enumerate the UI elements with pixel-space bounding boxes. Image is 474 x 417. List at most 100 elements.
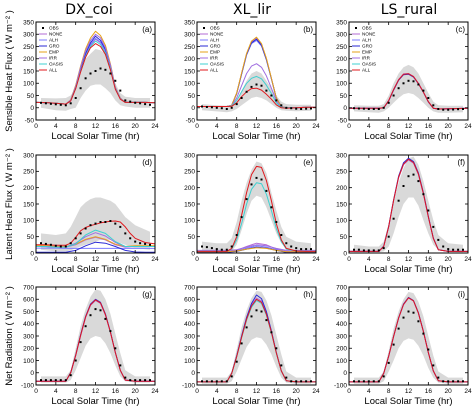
obs-point — [240, 342, 243, 345]
x-tick-label: 24 — [151, 256, 159, 263]
panel-letter: (c) — [456, 25, 466, 34]
y-tick-label: 150 — [23, 68, 34, 75]
obs-point — [452, 108, 455, 111]
y-tick-label: 100 — [184, 218, 195, 225]
x-tick-label: 12 — [92, 256, 100, 263]
legend-label-alh: ALH — [49, 38, 58, 43]
x-tick-label: 8 — [235, 388, 239, 395]
x-tick-label: 8 — [74, 256, 78, 263]
obs-point — [220, 380, 223, 383]
obs-point — [89, 72, 92, 75]
y-tick-label: 250 — [184, 44, 195, 51]
spread-band — [354, 156, 463, 253]
panel-letter: (d) — [142, 158, 152, 167]
obs-point — [310, 248, 312, 251]
obs-point — [235, 234, 238, 236]
panel-letter: (a) — [142, 25, 152, 34]
obs-point — [230, 375, 233, 378]
obs-point — [260, 310, 263, 313]
obs-point — [447, 248, 450, 251]
x-tick-label: 4 — [215, 256, 219, 263]
legend-obs-marker — [355, 27, 357, 29]
obs-point — [149, 379, 151, 382]
obs-point — [119, 225, 122, 228]
y-tick-label: 0 — [343, 105, 347, 112]
obs-point — [114, 222, 117, 225]
obs-point — [40, 379, 42, 382]
x-tick-label: 16 — [425, 256, 433, 263]
legend-label-all: ALL — [362, 68, 371, 73]
x-tick-label: 4 — [54, 388, 58, 395]
obs-point — [44, 102, 47, 105]
obs-point — [114, 79, 117, 82]
panel-letter: (i) — [458, 290, 465, 299]
x-tick-label: 12 — [405, 123, 413, 130]
y-tick-label: 700 — [23, 284, 34, 291]
y-tick-label: 350 — [23, 19, 34, 26]
obs-point — [94, 222, 97, 225]
obs-point — [74, 237, 77, 240]
obs-point — [357, 248, 360, 251]
obs-point — [59, 245, 62, 248]
obs-point — [144, 103, 147, 106]
obs-point — [134, 379, 137, 382]
obs-point — [64, 379, 67, 382]
y-tick-label: 600 — [336, 297, 347, 304]
y-tick-label: 200 — [184, 346, 195, 353]
obs-point — [129, 379, 132, 382]
y-tick-label: 100 — [23, 81, 34, 88]
obs-point — [69, 242, 72, 245]
obs-point — [290, 380, 293, 383]
obs-point — [387, 235, 390, 238]
x-tick-label: 8 — [74, 388, 78, 395]
obs-point — [201, 245, 203, 248]
x-tick-label: 12 — [405, 388, 413, 395]
y-tick-label: 300 — [336, 333, 347, 340]
obs-point — [104, 317, 107, 320]
y-tick-label: 400 — [336, 321, 347, 328]
y-tick-label: 0 — [30, 105, 34, 112]
obs-point — [353, 107, 355, 110]
x-tick-label: 12 — [92, 388, 100, 395]
y-tick-label: -50 — [338, 117, 348, 124]
y-tick-label: 50 — [340, 93, 348, 100]
x-tick-label: 4 — [54, 123, 58, 130]
y-tick-label: 700 — [336, 284, 347, 291]
obs-point — [134, 240, 137, 243]
y-tick-label: -100 — [21, 382, 34, 389]
obs-point — [427, 97, 430, 99]
obs-point — [139, 379, 142, 382]
x-tick-label: 8 — [74, 123, 78, 130]
obs-point — [54, 103, 57, 106]
obs-point — [225, 108, 228, 110]
y-tick-label: 0 — [343, 250, 347, 257]
legend-label-alh: ALH — [362, 38, 371, 43]
obs-point — [417, 180, 420, 183]
obs-point — [225, 248, 228, 251]
x-tick-label: 24 — [464, 388, 472, 395]
x-tick-label: 20 — [293, 388, 301, 395]
obs-point — [230, 106, 233, 109]
obs-point — [392, 343, 395, 346]
obs-point — [201, 105, 203, 108]
obs-point — [215, 248, 218, 251]
obs-point — [250, 85, 253, 88]
legend-label-emp: EMP — [210, 50, 220, 55]
x-tick-label: 20 — [132, 123, 140, 130]
obs-point — [362, 380, 365, 383]
obs-point — [290, 107, 293, 110]
y-tick-label: 150 — [184, 201, 195, 208]
x-axis-label: Local Solar Time (hr) — [364, 131, 452, 142]
legend-label-obs: OBS — [362, 26, 372, 31]
obs-point — [205, 246, 208, 249]
obs-point — [280, 234, 283, 236]
x-tick-label: 24 — [312, 256, 320, 263]
obs-point — [94, 308, 97, 311]
obs-point — [305, 380, 308, 383]
obs-point — [367, 108, 370, 110]
row-3-ylabel: Net Radiation ( W m⁻² ) — [4, 286, 15, 386]
y-tick-label: 300 — [336, 152, 347, 159]
obs-point — [432, 104, 435, 107]
panel-f: 0 4 8 12 16 20 24 0 50 100 150 200 250 300 Local Solar… — [336, 152, 472, 275]
obs-point — [210, 380, 213, 383]
